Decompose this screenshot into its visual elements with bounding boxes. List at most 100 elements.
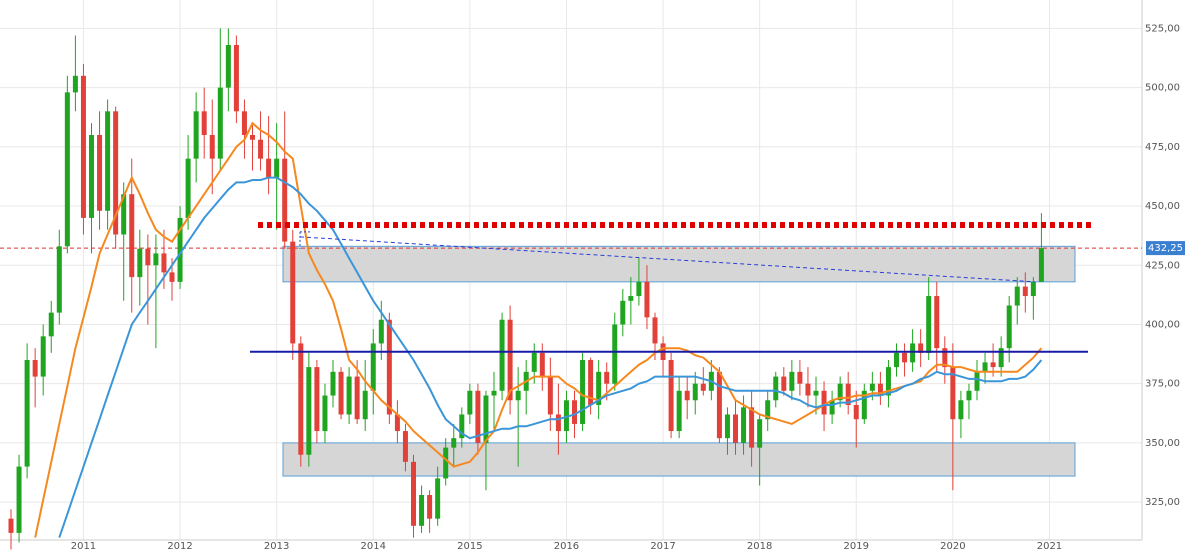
x-tick-label: 2014: [361, 541, 386, 552]
candle-body: [990, 362, 996, 368]
candle-body: [869, 383, 875, 391]
candle-body: [467, 390, 473, 415]
candle-body: [765, 400, 771, 420]
moving-average-line: [34, 121, 1043, 538]
candle-body: [282, 158, 288, 242]
y-tick-label: 475,00: [1145, 142, 1180, 153]
candle-body: [1014, 286, 1020, 306]
candle-body: [209, 135, 215, 159]
candle-body: [411, 461, 416, 526]
candle-body: [483, 395, 489, 443]
candle-body: [161, 253, 167, 273]
candle-body: [757, 419, 763, 448]
candle-body: [934, 296, 940, 349]
candle-body: [499, 319, 505, 391]
candle-body: [32, 360, 38, 377]
candle-body: [89, 135, 94, 218]
y-tick-label: 500,00: [1145, 83, 1180, 94]
trend-line: [299, 236, 1036, 283]
candle-body: [998, 348, 1004, 368]
candle-body: [427, 495, 433, 519]
candle-body: [443, 447, 449, 479]
candle-body: [620, 300, 626, 325]
candle-body: [773, 376, 779, 401]
candle-body: [950, 367, 956, 420]
x-tick-label: 2012: [167, 541, 192, 552]
candle-body: [724, 414, 730, 439]
candle-body: [700, 383, 706, 391]
candle-body: [692, 383, 698, 401]
candle-body: [853, 405, 859, 420]
candle-body: [676, 390, 682, 432]
candle-body: [298, 343, 304, 455]
candle-body: [974, 371, 980, 391]
candle-body: [821, 390, 827, 415]
candle-body: [330, 371, 336, 396]
candle-body: [113, 111, 119, 235]
candle-body: [926, 296, 932, 353]
candle-body: [1022, 286, 1028, 297]
candle-body: [982, 362, 988, 372]
y-tick-label: 425,00: [1145, 260, 1180, 271]
x-tick-label: 2015: [457, 541, 482, 552]
candle-body: [628, 296, 634, 301]
candle-body: [958, 400, 964, 420]
candle-body: [733, 414, 738, 443]
candle-body: [40, 336, 46, 377]
candle-body: [370, 343, 376, 391]
candle-body: [1006, 305, 1012, 349]
candle-body: [233, 45, 239, 112]
x-tick-label: 2011: [71, 541, 96, 552]
candle-body: [910, 343, 916, 363]
candle-body: [362, 390, 368, 420]
y-tick-label: 400,00: [1145, 319, 1180, 330]
candle-body: [394, 414, 400, 432]
candle-body: [918, 343, 924, 353]
candle-body: [225, 45, 231, 88]
candle-body: [813, 390, 819, 396]
candle-body: [515, 390, 521, 401]
candle-body: [217, 87, 223, 159]
candle-body: [644, 281, 650, 318]
candle-body: [137, 248, 143, 278]
candle-body: [596, 371, 602, 405]
candle-body: [338, 371, 344, 415]
candle-body: [177, 217, 183, 282]
candle-body: [877, 383, 883, 396]
candle-body: [475, 390, 481, 443]
candle-body: [97, 135, 103, 211]
candle-body: [24, 360, 30, 467]
candle-body: [153, 253, 159, 266]
candle-body: [266, 158, 272, 178]
x-tick-label: 2019: [844, 541, 869, 552]
candle-body: [902, 352, 908, 363]
candle-body: [354, 376, 360, 420]
y-tick-label: 325,00: [1145, 497, 1180, 508]
candle-body: [580, 360, 586, 424]
candle-body: [56, 246, 62, 313]
candle-body: [169, 272, 175, 282]
moving-average-line: [58, 176, 1043, 538]
candle-body: [201, 111, 207, 135]
candle-body: [572, 400, 577, 424]
candle-body: [652, 317, 658, 344]
y-tick-label: 450,00: [1145, 201, 1180, 212]
candle-body: [64, 92, 70, 247]
candle-body: [322, 395, 328, 432]
candle-body: [459, 414, 465, 439]
candle-body: [290, 241, 296, 344]
y-tick-label: 375,00: [1145, 379, 1180, 390]
candle-body: [378, 319, 384, 344]
candle-body: [145, 248, 151, 266]
candle-body: [837, 383, 843, 401]
candle-body: [805, 383, 811, 396]
candle-body: [258, 139, 264, 159]
candle-body: [451, 438, 457, 448]
candle-body: [781, 376, 787, 391]
candle-body: [531, 352, 537, 372]
candle-body: [885, 367, 891, 396]
candle-body: [386, 319, 392, 415]
zone: [282, 442, 1076, 477]
candle-body: [894, 352, 899, 368]
